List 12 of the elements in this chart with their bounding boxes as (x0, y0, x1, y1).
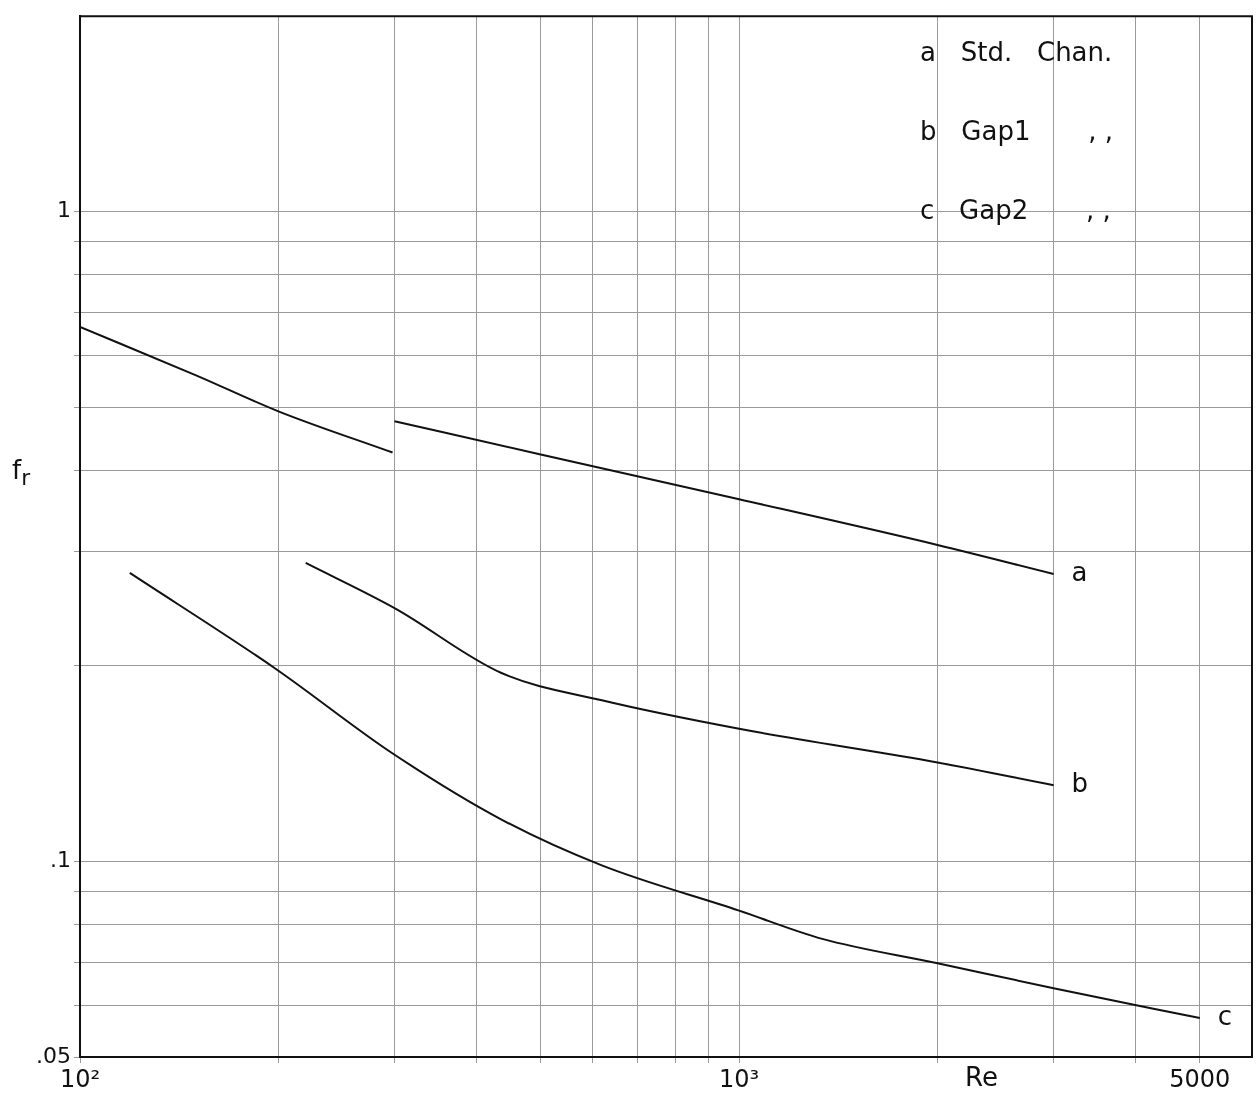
x-tick-label: 10³ (719, 1064, 760, 1093)
y-axis-title: f$_{r}$ (12, 455, 31, 491)
y-tick-label: 1 (57, 197, 71, 223)
series-label: a (1071, 556, 1088, 587)
x-tick-label: 5000 (1169, 1064, 1231, 1093)
series-label: b (1071, 767, 1089, 798)
y-tick-label: .1 (50, 847, 71, 873)
series-label: c (1217, 1000, 1233, 1031)
x-axis-title: Re (965, 1062, 998, 1092)
annotation: c Gap2 , , (920, 194, 1111, 225)
annotation: a Std. Chan. (920, 36, 1113, 67)
annotation: b Gap1 , , (920, 115, 1114, 146)
